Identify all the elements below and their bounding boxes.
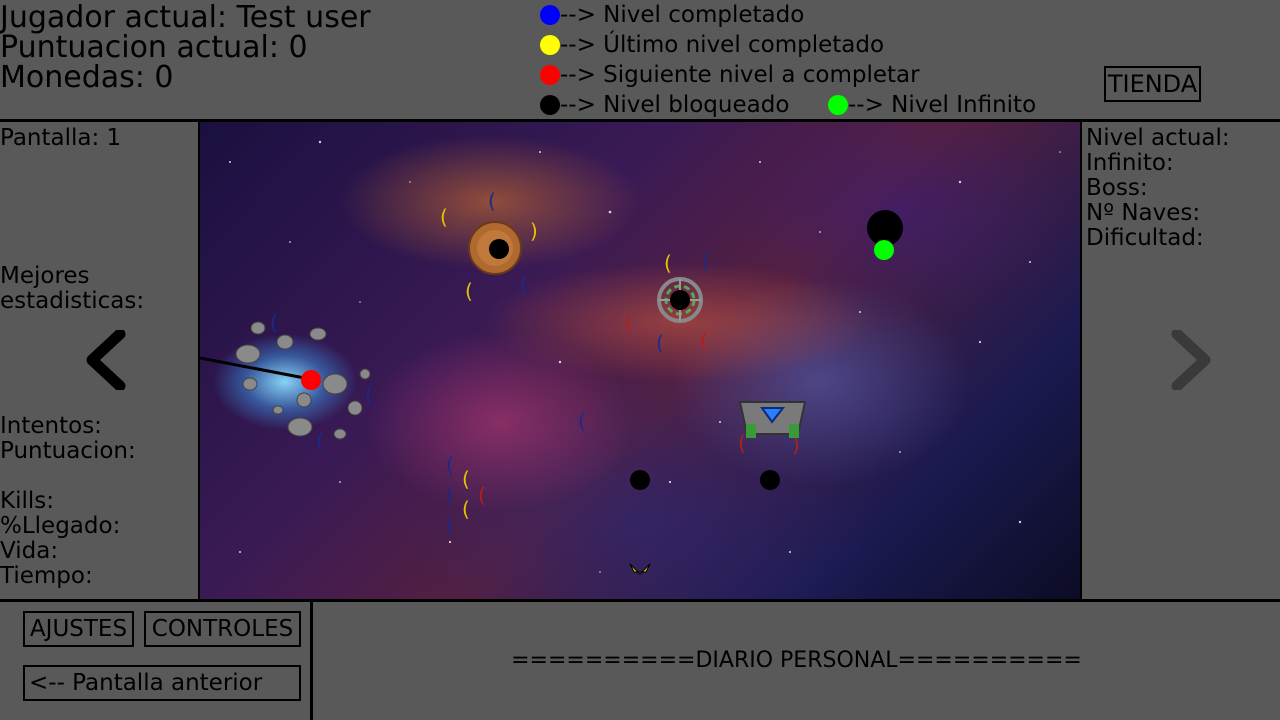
legend-completed-text: --> Nivel completado (560, 2, 805, 28)
svg-text:(: ( (488, 189, 496, 213)
svg-text:(: ( (664, 251, 672, 275)
controls-button[interactable]: CONTROLES (144, 611, 301, 647)
life-label: Vida: (0, 538, 59, 564)
level-node-locked[interactable] (875, 218, 895, 238)
legend-next-level: --> Siguiente nivel a completar (540, 60, 920, 90)
attempts-label: Intentos: (0, 413, 102, 439)
screen-label: Pantalla: 1 (0, 125, 122, 151)
legend-last-completed-text: --> Último nivel completado (560, 32, 885, 58)
kills-label: Kills: (0, 488, 54, 514)
svg-text:(: ( (446, 513, 454, 537)
svg-text:(: ( (700, 329, 708, 353)
legend-infinite: --> Nivel Infinito (828, 90, 1036, 120)
best-score-label: Puntuacion: (0, 438, 136, 464)
path-line (200, 356, 311, 381)
level-node-locked[interactable] (489, 239, 509, 259)
infinite-label: Infinito: (1086, 150, 1174, 176)
level-node-locked[interactable] (670, 290, 690, 310)
reached-label: %Llegado: (0, 513, 121, 539)
black-dot-icon (540, 95, 560, 115)
difficulty-label: Dificultad: (1086, 225, 1204, 251)
ships-label: Nº Naves: (1086, 200, 1201, 226)
level-node-locked[interactable] (760, 470, 780, 490)
boss-ship-icon (738, 401, 807, 438)
player-label: Jugador actual: Test user (0, 0, 371, 35)
level-node-locked[interactable] (630, 470, 650, 490)
legend-infinite-text: --> Nivel Infinito (848, 92, 1037, 118)
svg-text:(: ( (656, 331, 664, 355)
asteroid-cluster-icon (235, 321, 371, 440)
svg-text:(: ( (365, 383, 373, 407)
map-canvas: ( ( ) ( ( ( ( ( ( ( ( ( ( ( ( ( ( ( ( ( () (200, 140, 1061, 575)
svg-text:(: ( (462, 497, 470, 521)
svg-text:(: ( (440, 205, 448, 229)
best-stats-label-2: estadisticas: (0, 288, 145, 314)
next-arrow-disabled-icon (1171, 330, 1211, 390)
svg-text:(: ( (446, 453, 454, 477)
svg-text:): ) (792, 433, 800, 457)
coins-label: Monedas: 0 (0, 60, 174, 95)
svg-text:): ) (530, 219, 538, 243)
previous-screen-button[interactable]: <-- Pantalla anterior (23, 665, 301, 701)
svg-text:(: ( (465, 279, 473, 303)
legend-next-level-text: --> Siguiente nivel a completar (560, 62, 920, 88)
time-label: Tiempo: (0, 563, 93, 589)
svg-text:(: ( (738, 431, 746, 455)
legend-locked-text: --> Nivel bloqueado (560, 92, 790, 118)
enemy-ships-icon: ( ( ) ( ( ( ( ( ( ( ( ( ( ( ( ( ( ( ( ( () (270, 189, 800, 537)
svg-text:(: ( (316, 429, 324, 453)
personal-diary-title: ==========DIARIO PERSONAL========== (511, 648, 1082, 673)
header-divider (0, 119, 1280, 122)
svg-text:(: ( (478, 483, 486, 507)
svg-text:(: ( (702, 249, 710, 273)
current-level-label: Nivel actual: (1086, 125, 1230, 151)
blue-dot-icon (540, 5, 560, 25)
svg-text:(: ( (578, 409, 586, 433)
svg-text:(: ( (462, 467, 470, 491)
score-label: Puntuacion actual: 0 (0, 30, 308, 65)
shop-button[interactable]: TIENDA (1104, 66, 1201, 102)
legend-last-completed: --> Último nivel completado (540, 30, 884, 60)
legend-completed: --> Nivel completado (540, 0, 804, 30)
svg-text:(: ( (446, 483, 454, 507)
svg-text:(: ( (520, 273, 528, 297)
stars-field (229, 140, 1061, 573)
svg-text:(: ( (270, 311, 278, 335)
map-left-border (198, 120, 200, 600)
previous-arrow-icon[interactable] (82, 330, 142, 390)
best-stats-label-1: Mejores (0, 263, 90, 289)
settings-button[interactable]: AJUSTES (23, 611, 134, 647)
level-node-infinite[interactable] (874, 240, 894, 260)
footer-divider (0, 599, 1280, 602)
yellow-dot-icon (540, 35, 560, 55)
svg-text:(: ( (625, 311, 633, 335)
player-ship-icon (629, 563, 651, 575)
legend-locked: --> Nivel bloqueado (540, 90, 789, 120)
footer-vertical-divider (310, 600, 313, 720)
map-right-border (1080, 120, 1082, 600)
red-dot-icon (540, 65, 560, 85)
green-dot-icon (828, 95, 848, 115)
level-node-next[interactable] (301, 370, 321, 390)
boss-label: Boss: (1086, 175, 1148, 201)
galaxy-map[interactable]: ( ( ) ( ( ( ( ( ( ( ( ( ( ( ( ( ( ( ( ( () (200, 122, 1080, 599)
